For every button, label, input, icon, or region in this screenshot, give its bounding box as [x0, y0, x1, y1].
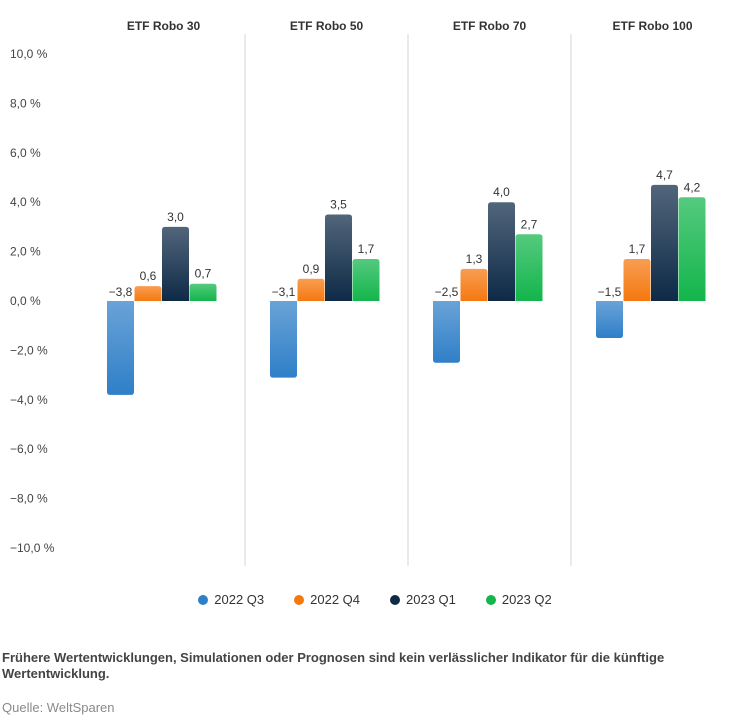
y-tick-label: 8,0 %: [10, 96, 41, 110]
bar: [433, 301, 460, 363]
group-title: ETF Robo 50: [290, 19, 364, 33]
data-label: −3,8: [109, 285, 133, 299]
bar: [134, 286, 162, 301]
data-label: −1,5: [598, 285, 622, 299]
bar: [352, 259, 380, 301]
data-label: −3,1: [272, 285, 296, 299]
data-label: −2,5: [435, 285, 459, 299]
bar: [678, 197, 706, 301]
data-label: 3,0: [167, 210, 184, 224]
bar: [488, 202, 515, 301]
legend-item: 2022 Q4: [294, 592, 360, 607]
chart-svg: 10,0 % 8,0 % 6,0 % 4,0 % 2,0 % 0,0 % −2,0 % −4,…: [10, 19, 706, 566]
bar: [162, 226, 189, 301]
data-label: 1,3: [466, 252, 483, 266]
y-tick-label: −8,0 %: [10, 492, 48, 506]
data-label: 1,7: [358, 242, 375, 256]
data-label: 1,7: [629, 242, 646, 256]
source-note: Quelle: WeltSparen: [2, 700, 115, 715]
y-tick-label: 0,0 %: [10, 294, 41, 308]
legend-swatch: [390, 594, 400, 605]
bar: [460, 268, 488, 301]
y-tick-label: −6,0 %: [10, 442, 48, 456]
y-tick-label: 10,0 %: [10, 47, 48, 61]
bar: [596, 301, 623, 339]
bar: [325, 214, 352, 301]
y-tick-label: 6,0 %: [10, 146, 41, 160]
group-title: ETF Robo 100: [612, 19, 692, 33]
group-title: ETF Robo 30: [127, 19, 201, 33]
data-label: 0,6: [140, 269, 157, 283]
data-label: 2,7: [521, 217, 538, 231]
bar: [297, 278, 325, 301]
footnote: Frühere Wertentwicklungen, Simulationen …: [2, 650, 665, 681]
bar: [189, 283, 217, 301]
legend-item: 2022 Q3: [198, 592, 264, 607]
data-label: 4,0: [493, 185, 510, 199]
bar: [623, 259, 651, 301]
data-label: 3,5: [330, 198, 347, 212]
legend-label: 2023 Q2: [501, 592, 552, 607]
data-label: 0,7: [195, 267, 212, 281]
legend-swatch: [485, 594, 496, 605]
legend-label: 2022 Q3: [214, 592, 265, 607]
data-label: 0,9: [303, 262, 320, 276]
legend-item: 2023 Q2: [485, 592, 552, 607]
bar: [651, 184, 678, 301]
group-title: ETF Robo 70: [453, 19, 527, 33]
bar: [107, 301, 134, 395]
legend-swatch: [294, 594, 305, 605]
bar: [270, 301, 297, 378]
y-tick-label: −2,0 %: [10, 343, 48, 357]
legend-item: 2023 Q1: [390, 592, 456, 607]
data-label: 4,2: [684, 180, 701, 194]
bar: [515, 234, 543, 301]
legend-label: 2023 Q1: [406, 592, 456, 607]
data-label: 4,7: [656, 168, 673, 182]
y-tick-label: −4,0 %: [10, 393, 48, 407]
y-tick-label: −10,0 %: [10, 541, 55, 555]
y-tick-label: 4,0 %: [10, 195, 41, 209]
legend-swatch: [198, 594, 209, 605]
legend: 2022 Q3 2022 Q4 2023 Q1 2023 Q2: [0, 592, 750, 607]
legend-label: 2022 Q4: [310, 592, 360, 607]
y-tick-label: 2,0 %: [10, 245, 41, 259]
